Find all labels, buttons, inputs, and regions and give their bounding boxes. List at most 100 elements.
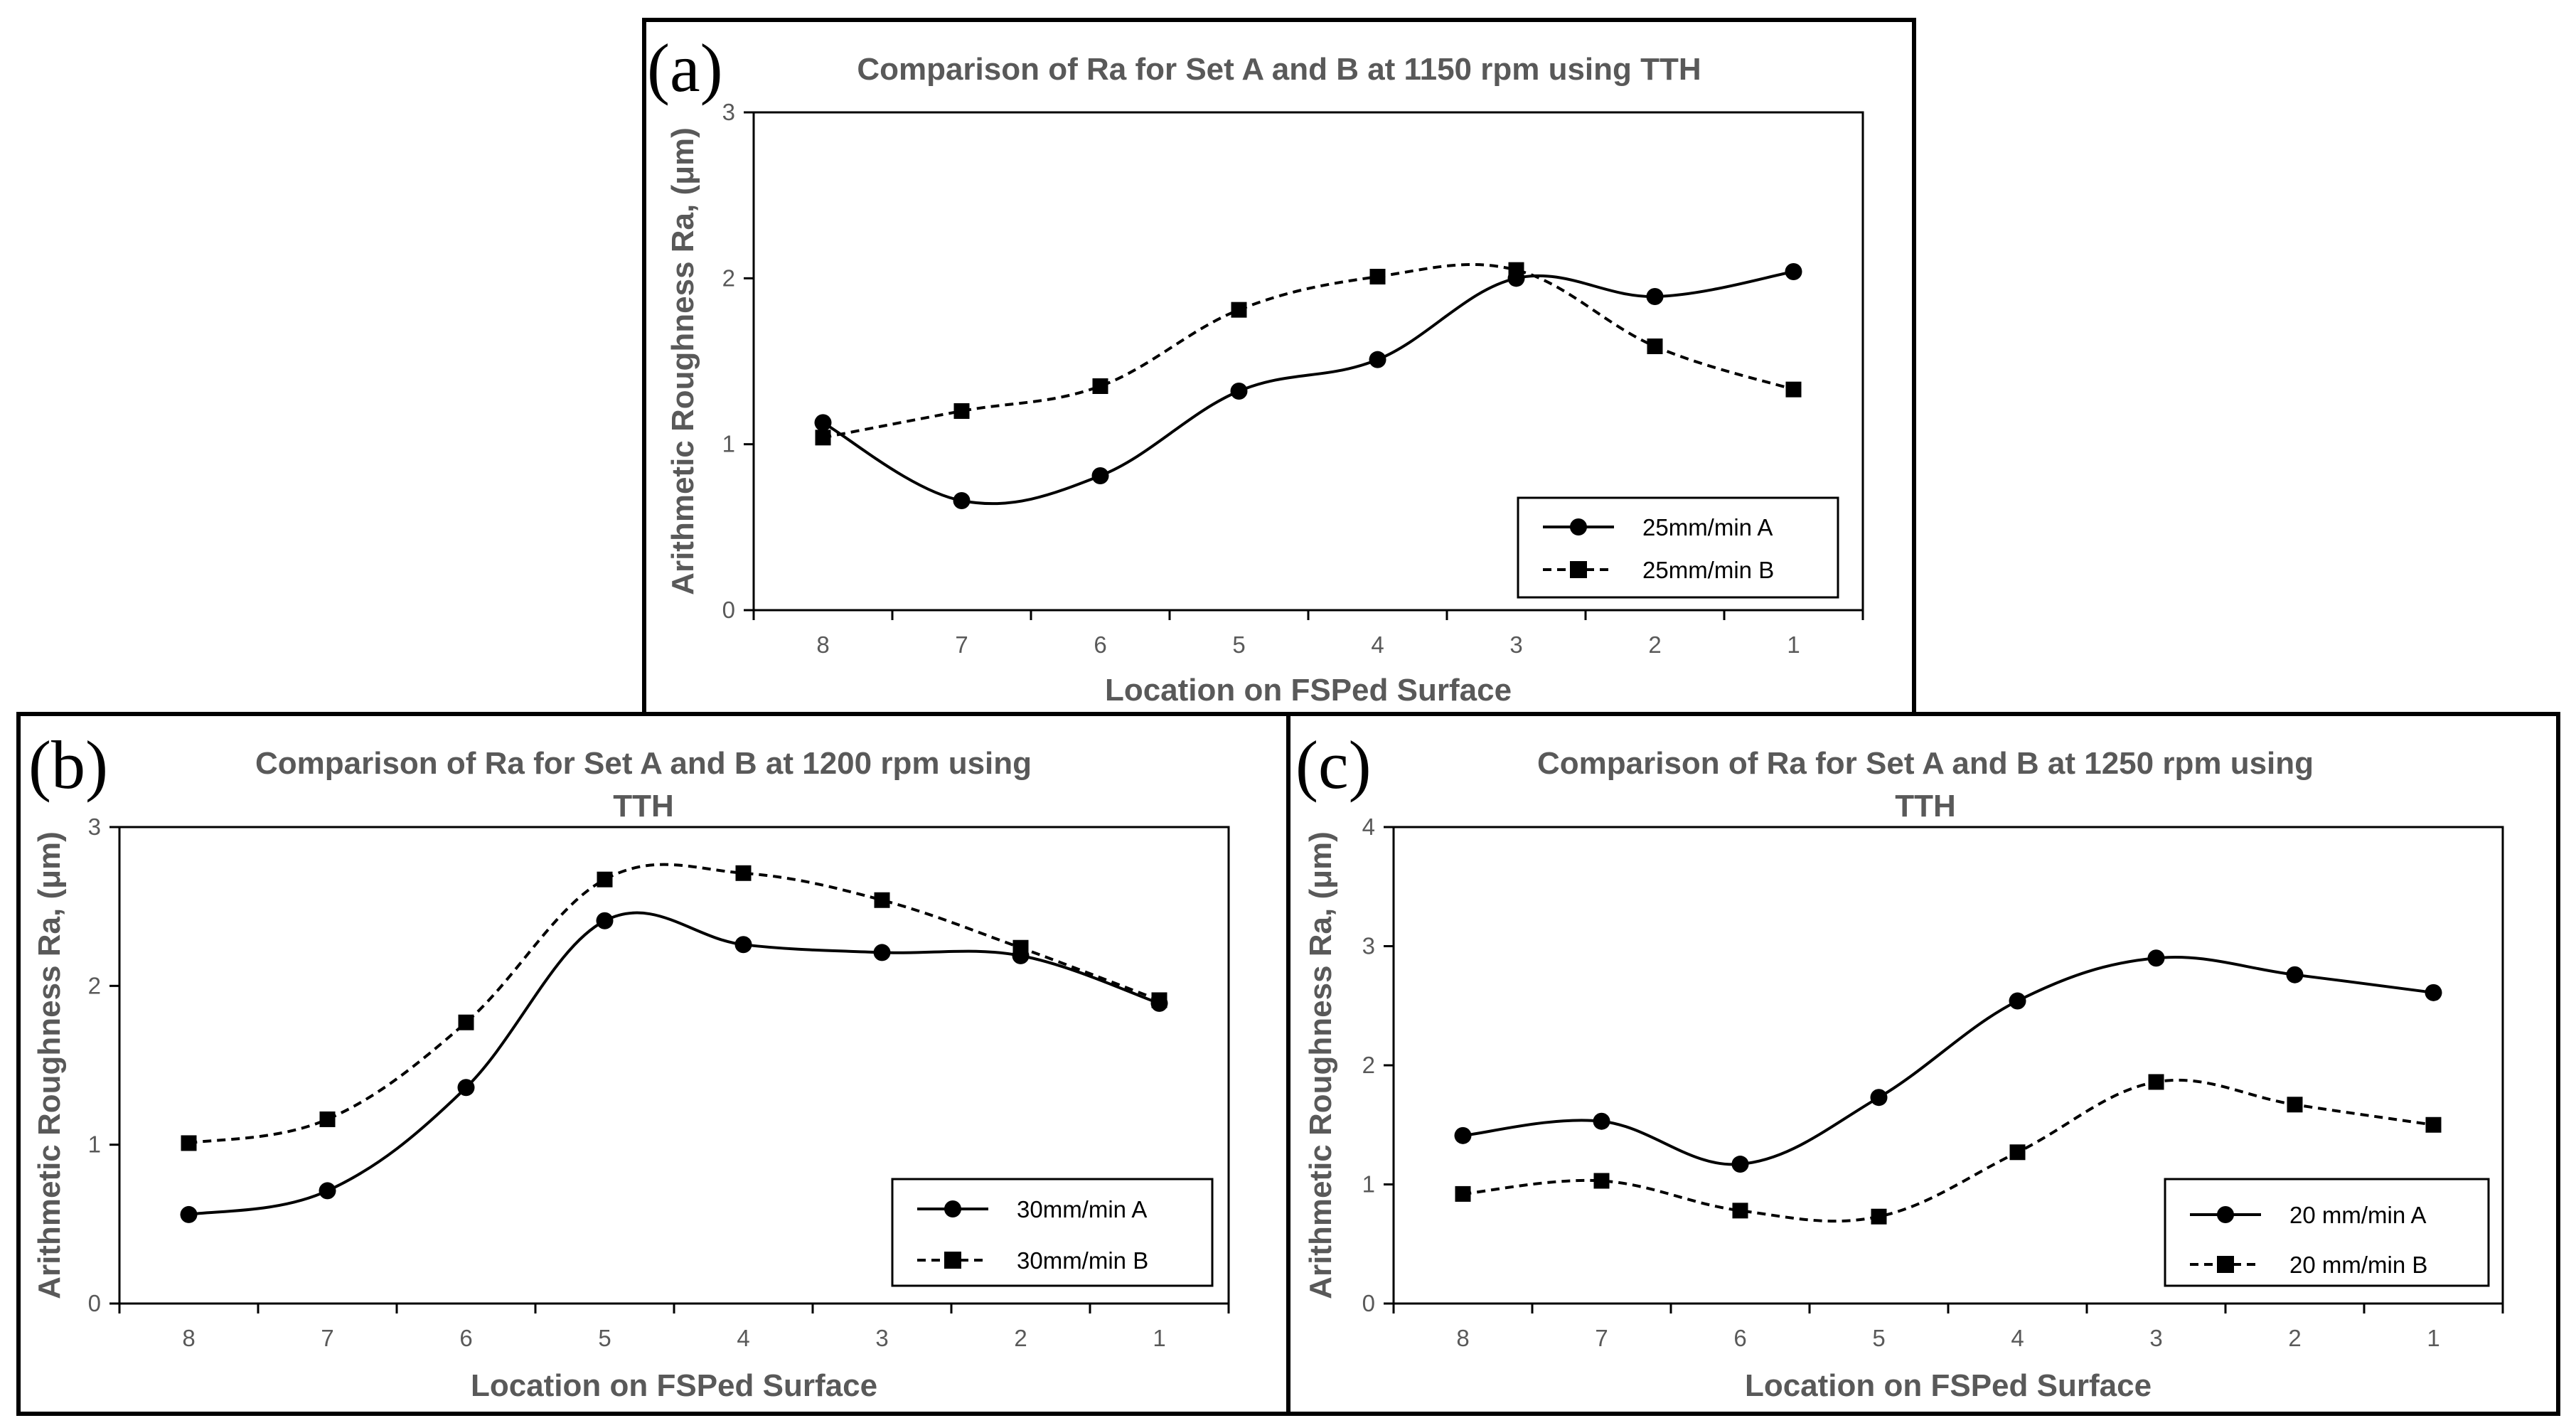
- panel-c-x-tick-label: 6: [1733, 1325, 1746, 1351]
- panel-a-series-a-point: [1785, 263, 1802, 280]
- panel-c-legend: 20 mm/min A 20 mm/min B: [2164, 1178, 2490, 1287]
- panel-c-x-tick-label: 8: [1456, 1325, 1469, 1351]
- panel-c-x-tick-label: 5: [1872, 1325, 1885, 1351]
- panel-c-legend-label-b: 20 mm/min B: [2289, 1252, 2427, 1278]
- panel-c-x-tick-label: 4: [2011, 1325, 2024, 1351]
- panel-a-x-tick-label: 7: [955, 631, 968, 658]
- panel-b-x-tick-label: 8: [182, 1325, 195, 1351]
- panel-c-series-b-point: [1871, 1208, 1887, 1225]
- panel-b-series-b-point: [458, 1014, 474, 1030]
- panel-c-series-b-point: [2148, 1074, 2164, 1090]
- panel-c-y-tick-label: 1: [1362, 1171, 1375, 1198]
- panel-a-y-axis-title: Arithmetic Roughness Ra, (μm): [666, 127, 700, 595]
- panel-c-x-tick-label: 2: [2288, 1325, 2301, 1351]
- panel-a-series-a-point: [1646, 288, 1664, 305]
- panel-c-y-tick-label: 2: [1362, 1052, 1375, 1078]
- panel-a-series-a-point: [1091, 467, 1109, 484]
- panel-a-x-tick-label: 4: [1371, 631, 1384, 658]
- panel-b-x-axis-title: Location on FSPed Surface: [471, 1368, 877, 1403]
- panel-c-series-a-point: [2425, 984, 2442, 1001]
- panel-b-series-a-point: [873, 944, 891, 961]
- panel-c-series-b-point: [2425, 1116, 2442, 1133]
- panel-c-y-axis-title: Arithmetic Roughness Ra, (μm): [1303, 831, 1338, 1299]
- panel-c-series-b-point: [1455, 1185, 1471, 1202]
- panel-a-series-a-point: [1369, 351, 1386, 368]
- panel-c-series: [1454, 949, 2442, 1225]
- panel-a-legend-marker-b: [1570, 561, 1587, 578]
- panel-a-ticks: 0 1 2 3 8 7 6 5 4 3 2 1: [722, 99, 1864, 658]
- panel-b-frame: [16, 712, 1290, 1416]
- panel-a-series-b-point: [1369, 269, 1386, 284]
- panel-a-legend-marker-a: [1570, 518, 1587, 535]
- panel-b-series-b-point: [181, 1135, 197, 1151]
- panel-a-x-tick-label: 2: [1648, 631, 1661, 658]
- panel-b-series-a-point: [180, 1205, 198, 1223]
- panel-c-x-axis-title: Location on FSPed Surface: [1745, 1368, 2152, 1403]
- panel-b-legend: 30mm/min A 30mm/min B: [891, 1178, 1214, 1287]
- panel-c-series-b-point: [1732, 1203, 1748, 1219]
- panel-b-label: (b): [28, 727, 108, 803]
- panel-a-title: Comparison of Ra for Set A and B at 1150…: [857, 52, 1701, 87]
- panel-b-y-tick-label: 2: [88, 972, 101, 998]
- panel-a-y-tick-label: 2: [722, 265, 735, 291]
- panel-b-y-tick-label: 0: [88, 1290, 101, 1316]
- panel-b-x-tick-label: 7: [321, 1325, 333, 1351]
- panel-c: (c) Comparison of Ra for Set A and B at …: [1286, 712, 2560, 1416]
- panel-a-y-tick-label: 1: [722, 431, 735, 457]
- panel-a-x-tick-label: 1: [1787, 631, 1800, 658]
- panel-a-legend-box: [1517, 496, 1839, 599]
- panel-c-legend-marker-b: [2217, 1256, 2234, 1273]
- panel-a-legend-label-b: 25mm/min B: [1642, 557, 1774, 583]
- panel-a-x-tick-label: 5: [1232, 631, 1245, 658]
- panel-c-series-a-point: [1593, 1112, 1610, 1130]
- panel-b-x-tick-label: 4: [737, 1325, 749, 1351]
- panel-c-series-a-point: [2286, 966, 2304, 984]
- panel-a-y-tick-label: 0: [722, 597, 735, 623]
- panel-c-series-b-point: [2009, 1144, 2026, 1161]
- panel-a-x-tick-label: 6: [1094, 631, 1106, 658]
- panel-c-series-b-line: [1463, 1078, 2434, 1223]
- panel-c-series-a-point: [2147, 949, 2165, 967]
- panel-a-label: (a): [647, 30, 723, 106]
- panel-b-y-tick-label: 3: [88, 814, 101, 840]
- panel-c-y-tick-label: 3: [1362, 933, 1375, 959]
- panel-c-series-a-point: [1870, 1089, 1888, 1107]
- panel-a-series-b-point: [1092, 378, 1108, 394]
- panel-b-legend-label-b: 30mm/min B: [1017, 1247, 1148, 1274]
- panel-b-series-b-point: [874, 892, 890, 908]
- panel-c-title-line-1: Comparison of Ra for Set A and B at 1250…: [1537, 746, 2314, 781]
- panel-b-series-a-point: [596, 912, 614, 929]
- panel-c-ticks: 0 1 2 3 4 8 7 6 5 4 3 2 1: [1362, 814, 2504, 1351]
- panel-a-y-tick-label: 3: [722, 99, 735, 125]
- panel-a-series-b-point: [1231, 302, 1247, 318]
- panel-c-y-tick-label: 0: [1362, 1290, 1375, 1316]
- panel-c-legend-label-a: 20 mm/min A: [2289, 1202, 2427, 1228]
- panel-c-series-a-point: [1731, 1156, 1749, 1173]
- panel-c-label: (c): [1295, 727, 1372, 803]
- panel-a-legend: 25mm/min A 25mm/min B: [1517, 496, 1839, 599]
- panel-b-series-b-point: [735, 865, 752, 881]
- panel-c-series-a-line: [1463, 956, 2434, 1166]
- panel-c-x-tick-label: 3: [2149, 1325, 2162, 1351]
- panel-c-series-b-point: [1593, 1173, 1610, 1189]
- panel-a-series-b-point: [1647, 339, 1663, 354]
- panel-b-series-a-point: [457, 1079, 475, 1097]
- panel-b-y-axis-title: Arithmetic Roughness Ra, (μm): [32, 831, 67, 1299]
- panel-b-legend-label-a: 30mm/min A: [1017, 1196, 1147, 1222]
- panel-b-title-line-1: Comparison of Ra for Set A and B at 1200…: [255, 746, 1032, 781]
- panel-c-series-a-point: [2009, 992, 2026, 1010]
- panel-b-series-b-point: [319, 1111, 336, 1127]
- panel-b-legend-marker-b: [944, 1252, 961, 1269]
- panel-c-legend-marker-a: [2217, 1206, 2234, 1223]
- panel-b-x-tick-label: 3: [875, 1325, 888, 1351]
- panel-a-series-b-point: [1508, 262, 1524, 278]
- panel-b-x-tick-label: 6: [459, 1325, 472, 1351]
- panel-b-series-a-point: [319, 1182, 336, 1200]
- panel-b-x-tick-label: 5: [598, 1325, 611, 1351]
- panel-b-x-tick-label: 1: [1153, 1325, 1165, 1351]
- panel-b-legend-marker-a: [944, 1200, 961, 1217]
- panel-b-series-b-point: [1012, 939, 1029, 956]
- panel-a-series-a-point: [1230, 383, 1248, 400]
- panel-a-series: [814, 262, 1802, 509]
